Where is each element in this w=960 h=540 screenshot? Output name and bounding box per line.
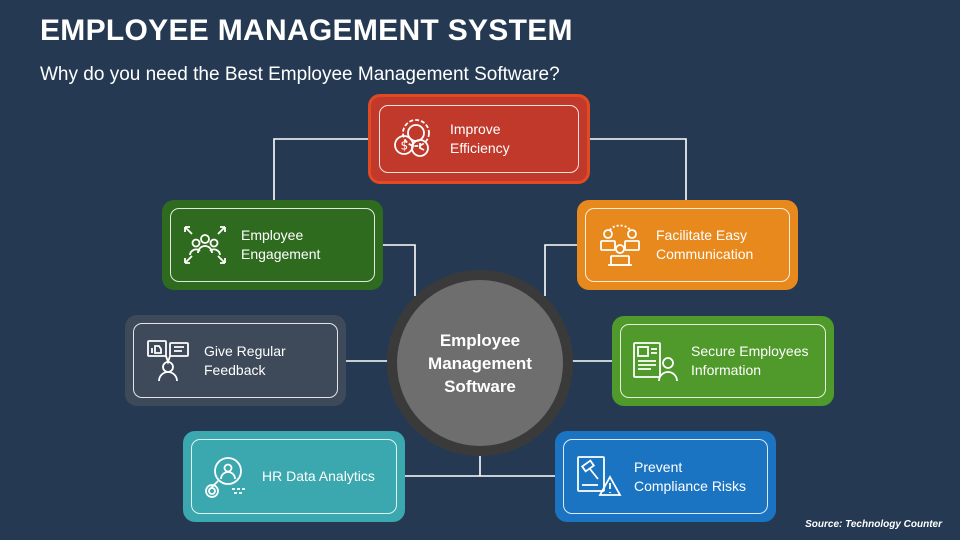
card-facilitate-communication: Facilitate Easy Communication	[577, 200, 798, 290]
card-employee-engagement: Employee Engagement	[162, 200, 383, 290]
card-hr-analytics: HR Data Analytics	[183, 431, 405, 522]
gavel-warning-icon	[574, 453, 622, 501]
source-note: Source: Technology Counter	[805, 519, 942, 530]
card-improve-efficiency: $ Improve Efficiency	[368, 94, 590, 184]
money-gear-icon: $	[390, 115, 438, 163]
hub-circle: Employee Management Software	[387, 270, 573, 456]
page-subtitle: Why do you need the Best Employee Manage…	[40, 64, 560, 85]
hub-label: Employee Management Software	[428, 330, 532, 396]
card-label: Give Regular Feedback	[204, 342, 286, 378]
card-give-feedback: Give Regular Feedback	[125, 315, 346, 406]
card-label: Facilitate Easy Communication	[656, 227, 754, 262]
connector-engagement-hub	[383, 244, 416, 296]
team-arrows-icon	[181, 221, 229, 269]
meeting-laptop-icon	[596, 221, 644, 269]
card-label: Secure Employees Information	[691, 343, 809, 378]
svg-text:$: $	[401, 139, 409, 153]
card-prevent-compliance: Prevent Compliance Risks	[555, 431, 776, 522]
magnifier-analytics-icon	[202, 453, 250, 501]
card-label: Employee Engagement	[241, 227, 321, 262]
connector-improve-communication	[589, 138, 687, 200]
card-label: HR Data Analytics	[262, 468, 375, 484]
page-title: EMPLOYEE MANAGEMENT SYSTEM	[40, 14, 573, 47]
card-label: Prevent Compliance Risks	[634, 458, 747, 494]
feedback-board-icon	[144, 337, 192, 385]
connector-communication-hub	[544, 244, 577, 296]
employee-id-icon	[631, 337, 679, 385]
connector-improve-engagement	[273, 138, 371, 200]
card-secure-information: Secure Employees Information	[612, 316, 834, 406]
hub-inner-circle: Employee Management Software	[397, 280, 563, 446]
card-label: Improve Efficiency	[450, 121, 510, 156]
